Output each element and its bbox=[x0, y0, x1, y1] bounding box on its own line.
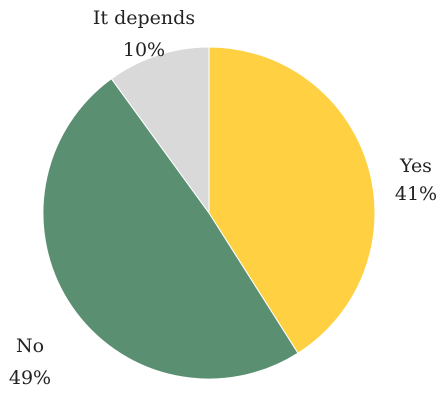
pie-slice-it-depends bbox=[110, 46, 210, 215]
pie-slice-yes bbox=[208, 46, 376, 354]
pie-slice-no bbox=[42, 78, 299, 380]
slice-value-yes: 41% bbox=[395, 183, 437, 205]
slice-label-no: No bbox=[16, 335, 44, 357]
slice-label-it-depends: It depends bbox=[93, 7, 195, 29]
slice-value-it-depends: 10% bbox=[123, 39, 165, 61]
pie-slices bbox=[42, 46, 376, 380]
slice-label-yes: Yes bbox=[399, 155, 432, 177]
slice-value-no: 49% bbox=[9, 367, 51, 389]
